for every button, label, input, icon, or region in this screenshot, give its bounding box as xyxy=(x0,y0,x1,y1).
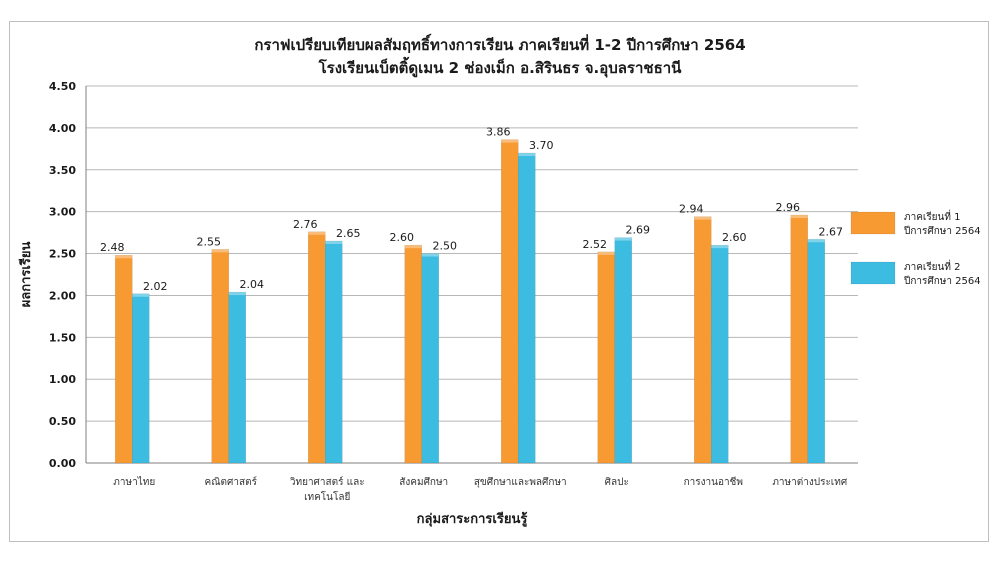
data-label: 2.55 xyxy=(197,235,222,248)
bar-highlight xyxy=(421,253,439,257)
chart-frame xyxy=(9,21,989,542)
y-tick-label: 2.50 xyxy=(49,248,76,261)
y-tick-label: 3.50 xyxy=(49,164,76,177)
y-tick-label: 4.50 xyxy=(49,80,76,93)
y-tick-label: 1.50 xyxy=(49,331,76,344)
data-label: 2.60 xyxy=(722,231,747,244)
bar-series-2 xyxy=(614,237,632,464)
bar-highlight xyxy=(308,231,326,235)
bar-series-2 xyxy=(711,244,729,464)
data-label: 2.69 xyxy=(626,224,651,237)
legend-label: ภาคเรียนที่ 1 xyxy=(904,209,961,223)
data-label: 2.60 xyxy=(390,231,415,244)
bar-highlight xyxy=(614,237,632,241)
x-tick-label: วิทยาศาสตร์ และ xyxy=(289,476,364,488)
bar-highlight xyxy=(404,245,422,249)
bar-highlight xyxy=(325,240,343,244)
x-tick-label: ภาษาไทย xyxy=(113,476,155,488)
chart-title-line: โรงเรียนเบ็ตติ้ดูเมน 2 ช่องเม็ก อ.สิรินธ… xyxy=(318,56,683,78)
x-tick-label: ศิลปะ xyxy=(605,477,629,488)
y-tick-label: 1.00 xyxy=(49,373,76,386)
data-label: 2.50 xyxy=(433,240,458,253)
bar-series-1 xyxy=(597,251,615,464)
bar-series-1 xyxy=(308,231,326,464)
bar-highlight xyxy=(518,153,536,157)
y-tick-label: 4.00 xyxy=(49,122,76,135)
bar-highlight xyxy=(694,216,712,220)
bar-series-2 xyxy=(132,293,150,464)
legend-label: ปีการศึกษา 2564 xyxy=(903,275,980,287)
x-axis-title: กลุ่มสาระการเรียนรู้ xyxy=(417,511,528,527)
y-tick-label: 0.00 xyxy=(49,457,76,470)
data-label: 2.04 xyxy=(240,278,265,291)
data-label: 2.48 xyxy=(100,241,125,254)
bar-series-1 xyxy=(115,254,133,464)
y-tick-label: 2.00 xyxy=(49,289,76,302)
legend-swatch xyxy=(850,211,896,235)
bar-highlight xyxy=(597,251,615,255)
bar-highlight xyxy=(711,245,729,249)
bar-highlight xyxy=(132,293,150,297)
data-label: 2.94 xyxy=(679,203,704,216)
bar-series-2 xyxy=(421,253,439,464)
legend-label: ภาคเรียนที่ 2 xyxy=(904,259,961,273)
bar-series-1 xyxy=(694,216,712,464)
bar-highlight xyxy=(807,239,825,243)
data-label: 3.86 xyxy=(486,126,511,139)
bar-series-1 xyxy=(501,139,519,464)
data-label: 2.52 xyxy=(583,238,608,251)
y-tick-label: 0.50 xyxy=(49,415,76,428)
data-label: 3.70 xyxy=(529,139,554,152)
bar-series-1 xyxy=(790,214,808,464)
x-tick-label: สังคมศึกษา xyxy=(399,476,448,488)
bar-series-2 xyxy=(518,152,536,464)
bar-series-1 xyxy=(404,244,422,464)
bar-highlight xyxy=(211,249,229,253)
bar-series-1 xyxy=(211,249,229,464)
bar-series-2 xyxy=(228,291,246,464)
data-label: 2.65 xyxy=(336,227,361,240)
bar-series-2 xyxy=(807,239,825,464)
y-axis-title: ผลการเรียน xyxy=(18,242,34,308)
x-tick-label: ภาษาต่างประเทศ xyxy=(772,477,848,488)
legend-label: ปีการศึกษา 2564 xyxy=(903,225,980,237)
bar-highlight xyxy=(228,292,246,296)
x-tick-label: สุขศึกษาและพลศึกษา xyxy=(474,476,567,488)
x-tick-label: คณิตศาสตร์ xyxy=(205,476,258,488)
y-tick-label: 3.00 xyxy=(49,206,76,219)
data-label: 2.96 xyxy=(776,201,801,214)
bar-series-2 xyxy=(325,240,343,464)
x-tick-label: การงานอาชีพ xyxy=(684,476,743,488)
bar-highlight xyxy=(790,215,808,219)
chart-title-line: กราฟเปรียบเทียบผลสัมฤทธิ์ทางการเรียน ภาค… xyxy=(254,33,745,54)
x-tick-label: เทคโนโลยี xyxy=(304,490,350,503)
bar-highlight xyxy=(501,139,519,143)
data-label: 2.02 xyxy=(143,280,168,293)
bar-highlight xyxy=(115,255,133,259)
data-label: 2.67 xyxy=(819,225,844,238)
legend-swatch xyxy=(850,261,896,285)
data-label: 2.76 xyxy=(293,218,318,231)
